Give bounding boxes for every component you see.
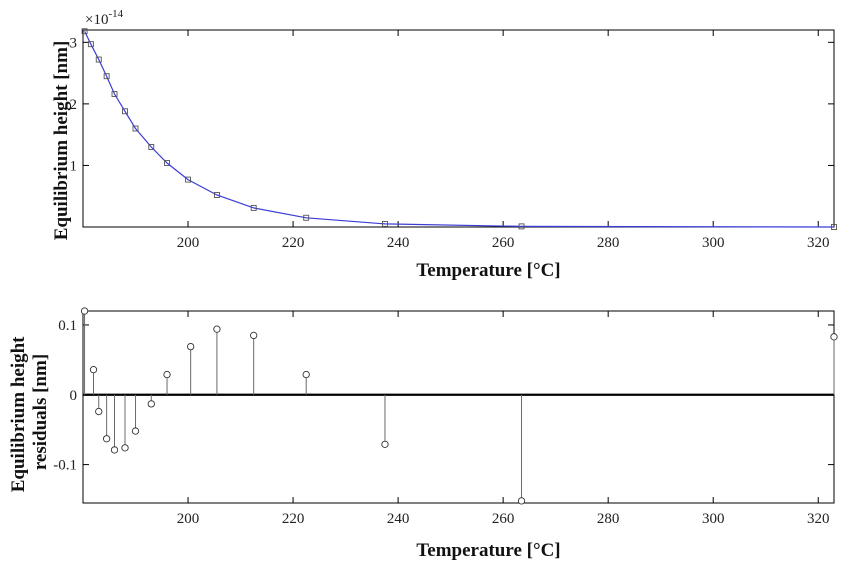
residual-data-point (110, 446, 119, 454)
residuals-plot-frame (82, 310, 835, 504)
residual-data-point (80, 307, 89, 315)
residual-data-point (147, 400, 155, 408)
height-data-point (303, 214, 310, 221)
residual-data-point (89, 365, 98, 374)
height-series (81, 28, 837, 230)
height-series-line (84, 30, 835, 228)
residuals-x-tick-label: 200 (177, 511, 200, 527)
height-x-tick-label: 220 (282, 235, 305, 251)
residual-data-point (102, 435, 111, 443)
height-x-tick-label: 260 (492, 235, 515, 251)
height-x-tick-label: 200 (177, 235, 200, 251)
height-data-point (518, 223, 525, 230)
height-data-point (164, 160, 170, 166)
residual-data-point (131, 427, 140, 435)
height-axis-ticks: 200 220 240 260 280 300 320 1 2 3 (70, 30, 834, 251)
residual-data-point (187, 342, 195, 351)
height-plot-frame (82, 29, 835, 228)
residuals-axis-ticks: 200 220 240 260 280 300 320 0.1 0 -0.1 (53, 311, 834, 527)
height-data-point (103, 73, 110, 80)
residual-data-point (163, 370, 171, 379)
height-data-point (111, 91, 118, 97)
residual-data-point (302, 370, 310, 379)
residuals-y-tick-label: 0 (70, 388, 78, 404)
height-y-tick-label: 2 (70, 97, 78, 113)
residuals-y-tick-label: 0.1 (58, 318, 77, 334)
height-x-tick-label: 280 (597, 235, 620, 251)
height-x-axis-label: Temperature [°C] (416, 260, 560, 281)
residuals-x-axis-label: Temperature [°C] (416, 540, 560, 561)
height-data-point (831, 224, 837, 230)
height-data-point (81, 28, 88, 35)
height-data-point (185, 176, 191, 183)
residuals-x-tick-label: 300 (702, 511, 725, 527)
residual-data-point (517, 497, 526, 505)
height-data-point (122, 108, 128, 115)
height-y-tick-label: 3 (70, 35, 78, 51)
residuals-y-tick-label: -0.1 (53, 458, 77, 474)
height-data-point (148, 144, 155, 150)
residual-data-point (830, 333, 838, 341)
y-exponent-label: ×10-14 (85, 8, 124, 28)
height-x-tick-label: 240 (387, 235, 410, 251)
residuals-y-axis-label: Equilibrium height residuals [nm] (8, 332, 51, 493)
height-data-point (382, 220, 388, 227)
residuals-series (80, 307, 838, 505)
height-y-tick-label: 1 (70, 158, 78, 174)
residual-data-point (381, 440, 389, 449)
residual-data-point (121, 444, 129, 452)
height-data-point (132, 125, 139, 132)
residuals-x-tick-label: 260 (492, 511, 515, 527)
residuals-x-tick-label: 220 (282, 511, 305, 527)
residual-data-point (213, 325, 221, 333)
residuals-x-tick-label: 320 (807, 511, 830, 527)
residual-data-point (250, 331, 258, 340)
height-data-point (87, 41, 94, 48)
height-data-point (95, 56, 102, 63)
height-data-point (250, 204, 257, 211)
residuals-x-tick-label: 280 (597, 511, 620, 527)
height-y-axis-label: Equilibrium height [nm] (51, 41, 72, 241)
height-x-tick-label: 320 (807, 235, 830, 251)
height-data-point (213, 192, 220, 198)
height-x-tick-label: 300 (702, 235, 725, 251)
height-chart: 200 220 240 260 280 300 320 1 2 3 ×10-14 Temperat… (51, 8, 837, 281)
residuals-x-tick-label: 240 (387, 511, 410, 527)
residuals-chart: 200 220 240 260 280 300 320 0.1 0 -0.1 Temperatur… (8, 307, 838, 561)
residual-data-point (95, 407, 103, 416)
